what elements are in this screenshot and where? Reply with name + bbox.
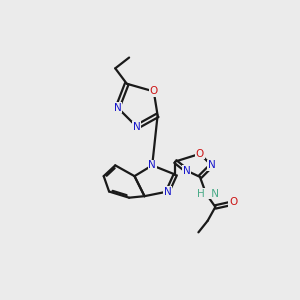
Text: O: O — [150, 86, 158, 96]
Text: O: O — [196, 149, 204, 159]
Text: O: O — [229, 197, 237, 207]
Text: N: N — [164, 187, 172, 196]
Text: N: N — [133, 122, 141, 132]
Text: N: N — [208, 160, 215, 170]
Text: N: N — [148, 160, 156, 170]
Text: N: N — [183, 166, 191, 176]
Text: H  N: H N — [197, 189, 219, 199]
Text: N: N — [114, 103, 122, 112]
